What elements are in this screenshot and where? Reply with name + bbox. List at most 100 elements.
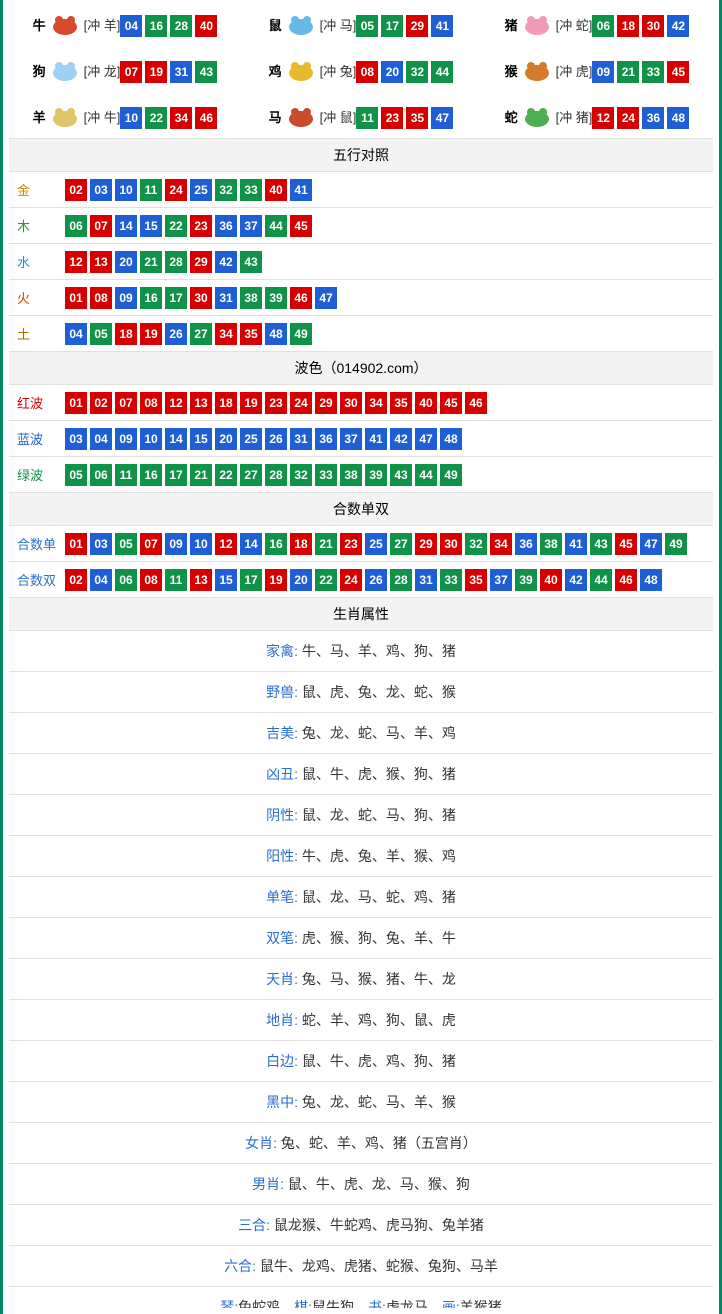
number-chip: 24: [617, 107, 639, 129]
attribute-value: 鼠、牛、虎、龙、马、猴、狗: [288, 1176, 470, 1192]
number-chip: 20: [115, 251, 137, 273]
number-chip: 05: [65, 464, 87, 486]
row-label: 土: [17, 324, 65, 343]
number-chip: 08: [140, 569, 162, 591]
attribute-row: 双笔: 虎、猴、狗、兔、羊、牛: [9, 917, 713, 958]
number-chip: 01: [65, 533, 87, 555]
number-chip: 21: [315, 533, 337, 555]
footer-label: 画:: [442, 1299, 460, 1308]
zodiac-top: 羊[冲 牛]: [33, 100, 121, 132]
zodiac-name: 牛: [33, 15, 46, 34]
number-chip: 06: [115, 569, 137, 591]
number-chip: 30: [642, 15, 664, 37]
zodiac-chong: [冲 猪]: [556, 107, 593, 126]
row-label: 合数双: [17, 570, 65, 589]
number-chip: 46: [195, 107, 217, 129]
zodiac-top: 马[冲 鼠]: [269, 100, 357, 132]
number-chip: 09: [115, 287, 137, 309]
attribute-row: 吉美: 兔、龙、蛇、马、羊、鸡: [9, 712, 713, 753]
number-chip: 24: [290, 392, 312, 414]
number-chip: 23: [381, 107, 403, 129]
number-chip: 01: [65, 287, 87, 309]
number-chip: 06: [592, 15, 614, 37]
number-chip: 14: [165, 428, 187, 450]
number-chip: 36: [215, 215, 237, 237]
number-chip: 06: [65, 215, 87, 237]
number-chip: 05: [90, 323, 112, 345]
number-chip: 19: [240, 392, 262, 414]
number-chip: 11: [140, 179, 162, 201]
number-chip: 24: [340, 569, 362, 591]
number-chip: 21: [140, 251, 162, 273]
heshu-body: 合数单0103050709101214161821232527293032343…: [9, 525, 713, 597]
zodiac-grid: 牛[冲 羊]04162840鼠[冲 马]05172941猪[冲 蛇]061830…: [9, 6, 713, 138]
table-row: 合数双0204060811131517192022242628313335373…: [9, 561, 713, 597]
number-chip: 35: [465, 569, 487, 591]
number-chip: 25: [240, 428, 262, 450]
number-chip: 33: [315, 464, 337, 486]
attribute-value: 虎、猴、狗、兔、羊、牛: [302, 930, 456, 946]
number-chip: 39: [515, 569, 537, 591]
zodiac-cell: 羊[冲 牛]10223446: [9, 98, 241, 138]
zodiac-chips: 04162840: [120, 15, 217, 37]
number-chip: 09: [115, 428, 137, 450]
zodiac-cell: 马[冲 鼠]11233547: [245, 98, 477, 138]
shengxiao-header: 生肖属性: [9, 597, 713, 630]
number-chip: 40: [540, 569, 562, 591]
row-label: 红波: [17, 393, 65, 412]
attribute-value: 兔、蛇、羊、鸡、猪（五宫肖）: [281, 1135, 477, 1151]
number-chip: 36: [515, 533, 537, 555]
number-chip: 07: [90, 215, 112, 237]
footer-value: 虎龙马: [386, 1299, 442, 1308]
number-chip: 09: [165, 533, 187, 555]
zodiac-icon: [48, 103, 82, 129]
attribute-row: 黑中: 兔、龙、蛇、马、羊、猴: [9, 1081, 713, 1122]
number-chip: 37: [240, 215, 262, 237]
number-chip: 12: [65, 251, 87, 273]
number-chip: 23: [190, 215, 212, 237]
number-chip: 37: [340, 428, 362, 450]
attribute-label: 家禽:: [266, 643, 302, 659]
number-chip: 49: [665, 533, 687, 555]
zodiac-chips: 07193143: [120, 61, 217, 83]
number-chip: 49: [440, 464, 462, 486]
zodiac-top: 猪[冲 蛇]: [505, 8, 593, 40]
heshu-header: 合数单双: [9, 492, 713, 525]
table-row: 绿波05061116172122272832333839434449: [9, 456, 713, 492]
number-chip: 47: [431, 107, 453, 129]
bose-body: 红波0102070812131819232429303435404546蓝波03…: [9, 384, 713, 492]
number-chip: 30: [190, 287, 212, 309]
row-label: 水: [17, 252, 65, 271]
zodiac-name: 鸡: [269, 61, 282, 80]
number-chip: 45: [440, 392, 462, 414]
number-chip: 23: [265, 392, 287, 414]
zodiac-cell: 鸡[冲 兔]08203244: [245, 52, 477, 92]
attribute-label: 三合:: [238, 1217, 274, 1233]
number-chip: 34: [365, 392, 387, 414]
number-chip: 28: [165, 251, 187, 273]
footer-label: 棋:: [294, 1299, 312, 1308]
zodiac-icon: [284, 57, 318, 83]
number-chip: 02: [65, 179, 87, 201]
number-chip: 07: [120, 61, 142, 83]
number-chip: 19: [145, 61, 167, 83]
footer-value: 鼠牛狗: [312, 1299, 368, 1308]
table-row: 水1213202128294243: [9, 243, 713, 279]
attribute-value: 牛、马、羊、鸡、狗、猪: [302, 643, 456, 659]
number-chip: 48: [640, 569, 662, 591]
zodiac-cell: 蛇[冲 猪]12243648: [481, 98, 713, 138]
number-chip: 31: [415, 569, 437, 591]
number-chip: 46: [615, 569, 637, 591]
attribute-row: 地肖: 蛇、羊、鸡、狗、鼠、虎: [9, 999, 713, 1040]
number-chip: 32: [465, 533, 487, 555]
number-chip: 29: [190, 251, 212, 273]
zodiac-top: 狗[冲 龙]: [33, 54, 121, 86]
number-chip: 48: [265, 323, 287, 345]
number-chip: 21: [190, 464, 212, 486]
number-chip: 18: [617, 15, 639, 37]
attribute-label: 野兽:: [266, 684, 302, 700]
table-row: 金02031011242532334041: [9, 171, 713, 207]
number-chip: 16: [140, 464, 162, 486]
number-chip: 17: [240, 569, 262, 591]
number-chip: 16: [265, 533, 287, 555]
